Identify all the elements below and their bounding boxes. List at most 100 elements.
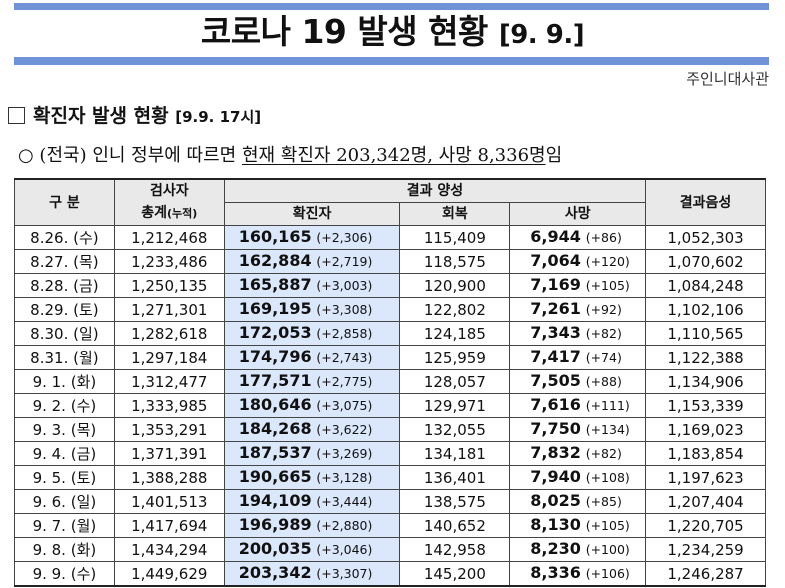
deaths-increase: (+111) xyxy=(585,398,630,413)
cell-deaths: 7,505 (+88) xyxy=(509,369,647,394)
confirmed-value: 196,989 xyxy=(238,515,312,534)
cell-confirmed: 169,195 (+3,308) xyxy=(223,297,401,322)
cell-negative: 1,102,106 xyxy=(645,297,766,322)
deaths-value: 7,064 xyxy=(530,251,581,270)
confirmed-value: 160,165 xyxy=(238,227,312,246)
header-positive-group: 결과 양성 xyxy=(223,178,647,203)
summary-prefix: ○ (전국) 인니 정부에 따르면 xyxy=(18,145,242,166)
cell-recovered: 136,401 xyxy=(399,465,511,490)
deaths-increase: (+100) xyxy=(585,542,630,557)
confirmed-increase: (+3,046) xyxy=(316,542,373,557)
table-row: 9. 7. (월) 1,417,694 196,989 (+2,880) 140,65… xyxy=(14,513,766,538)
confirmed-value: 174,796 xyxy=(238,347,312,366)
table-row: 8.28. (금) 1,250,135 165,887 (+3,003) 120,90… xyxy=(14,273,766,298)
cell-confirmed: 174,796 (+2,743) xyxy=(223,345,401,370)
confirmed-increase: (+3,444) xyxy=(316,494,373,509)
cell-negative: 1,220,705 xyxy=(645,513,766,538)
covid-stats-table: 구 분 검사자 총계(누적) 결과 양성 결과음성 확진자 회복 사망 8.26… xyxy=(14,178,766,587)
cell-recovered: 145,200 xyxy=(399,561,511,587)
cell-date: 8.29. (토) xyxy=(14,297,115,322)
square-bullet-icon xyxy=(8,107,25,124)
page-title: 코로나 19 발생 현황 [9. 9.] xyxy=(0,12,785,55)
deaths-increase: (+105) xyxy=(585,278,630,293)
summary-highlight: 현재 확진자 203,342명, 사망 8,336명 xyxy=(241,145,546,166)
deaths-value: 8,230 xyxy=(530,539,581,558)
confirmed-increase: (+3,128) xyxy=(316,470,373,485)
cell-negative: 1,122,388 xyxy=(645,345,766,370)
deaths-value: 7,261 xyxy=(530,299,581,318)
confirmed-increase: (+2,719) xyxy=(316,254,373,269)
cell-deaths: 7,261 (+92) xyxy=(509,297,647,322)
confirmed-value: 203,342 xyxy=(238,563,312,582)
cell-recovered: 129,971 xyxy=(399,393,511,418)
table-row: 9. 6. (일) 1,401,513 194,109 (+3,444) 138,57… xyxy=(14,489,766,514)
cell-recovered: 118,575 xyxy=(399,249,511,274)
confirmed-increase: (+2,880) xyxy=(316,518,373,533)
table-row: 9. 9. (수) 1,449,629 203,342 (+3,307) 145,20… xyxy=(14,561,766,587)
confirmed-value: 169,195 xyxy=(238,299,312,318)
deaths-value: 8,130 xyxy=(530,515,581,534)
cell-confirmed: 180,646 (+3,075) xyxy=(223,393,401,418)
cell-date: 8.31. (월) xyxy=(14,345,115,370)
cell-confirmed: 194,109 (+3,444) xyxy=(223,489,401,514)
cell-tests: 1,417,694 xyxy=(113,513,225,538)
table-row: 9. 3. (목) 1,353,291 184,268 (+3,622) 132,05… xyxy=(14,417,766,442)
confirmed-increase: (+3,075) xyxy=(316,398,373,413)
cell-tests: 1,371,391 xyxy=(113,441,225,466)
cell-date: 9. 9. (수) xyxy=(14,561,115,587)
cell-date: 8.30. (일) xyxy=(14,321,115,346)
header-tests-line2: 총계 xyxy=(141,205,167,221)
title-date: [9. 9.] xyxy=(498,20,585,50)
confirmed-increase: (+3,307) xyxy=(316,566,373,581)
cell-tests: 1,449,629 xyxy=(113,561,225,587)
cell-recovered: 128,057 xyxy=(399,369,511,394)
cell-deaths: 7,343 (+82) xyxy=(509,321,647,346)
cell-recovered: 125,959 xyxy=(399,345,511,370)
cell-tests: 1,353,291 xyxy=(113,417,225,442)
title-bottom-rule xyxy=(14,57,769,65)
confirmed-value: 172,053 xyxy=(238,323,312,342)
deaths-increase: (+105) xyxy=(585,518,630,533)
cell-deaths: 7,169 (+105) xyxy=(509,273,647,298)
cell-confirmed: 190,665 (+3,128) xyxy=(223,465,401,490)
cell-negative: 1,153,339 xyxy=(645,393,766,418)
summary-suffix: 임 xyxy=(545,145,563,166)
deaths-increase: (+108) xyxy=(585,470,630,485)
confirmed-value: 177,571 xyxy=(238,371,312,390)
deaths-value: 7,505 xyxy=(530,371,581,390)
cell-recovered: 122,802 xyxy=(399,297,511,322)
header-negative: 결과음성 xyxy=(645,178,766,226)
deaths-value: 7,417 xyxy=(530,347,581,366)
cell-confirmed: 187,537 (+3,269) xyxy=(223,441,401,466)
organization-label: 주인니대사관 xyxy=(686,70,769,88)
cell-deaths: 8,336 (+106) xyxy=(509,561,647,587)
confirmed-increase: (+3,622) xyxy=(316,422,373,437)
cell-tests: 1,271,301 xyxy=(113,297,225,322)
cell-negative: 1,110,565 xyxy=(645,321,766,346)
deaths-increase: (+86) xyxy=(585,230,622,245)
cell-date: 9. 1. (화) xyxy=(14,369,115,394)
title-main: 코로나 19 발생 현황 xyxy=(200,12,488,51)
cell-confirmed: 160,165 (+2,306) xyxy=(223,225,401,250)
deaths-value: 7,616 xyxy=(530,395,581,414)
table-row: 8.27. (목) 1,233,486 162,884 (+2,719) 118,57… xyxy=(14,249,766,274)
confirmed-value: 180,646 xyxy=(238,395,312,414)
cell-recovered: 132,055 xyxy=(399,417,511,442)
deaths-value: 7,169 xyxy=(530,275,581,294)
cell-date: 8.27. (목) xyxy=(14,249,115,274)
cell-tests: 1,434,294 xyxy=(113,537,225,562)
cell-negative: 1,197,623 xyxy=(645,465,766,490)
cell-deaths: 8,230 (+100) xyxy=(509,537,647,562)
deaths-value: 6,944 xyxy=(530,227,581,246)
deaths-increase: (+92) xyxy=(585,302,622,317)
confirmed-increase: (+2,775) xyxy=(316,374,373,389)
cell-deaths: 7,064 (+120) xyxy=(509,249,647,274)
cell-negative: 1,052,303 xyxy=(645,225,766,250)
confirmed-value: 190,665 xyxy=(238,467,312,486)
cell-confirmed: 203,342 (+3,307) xyxy=(223,561,401,587)
cell-date: 9. 3. (목) xyxy=(14,417,115,442)
cell-recovered: 115,409 xyxy=(399,225,511,250)
deaths-value: 8,336 xyxy=(530,563,581,582)
deaths-value: 7,750 xyxy=(530,419,581,438)
confirmed-value: 184,268 xyxy=(238,419,312,438)
